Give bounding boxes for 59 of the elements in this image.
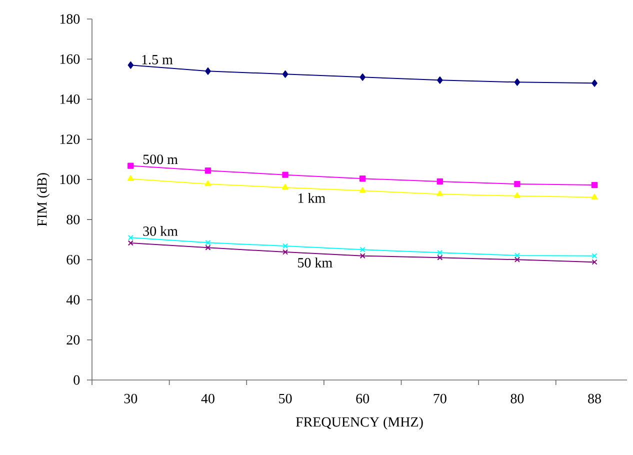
x-tick-label: 80	[510, 394, 524, 404]
point	[282, 243, 288, 249]
series-label: 1.5 m	[142, 54, 173, 64]
x-tick-label: 30	[124, 394, 138, 404]
point	[128, 61, 134, 69]
point	[360, 253, 366, 259]
y-tick-label: 60	[66, 254, 80, 264]
point	[514, 78, 520, 86]
x-tick-label: 70	[434, 394, 446, 404]
point	[591, 182, 598, 188]
y-tick-label: 160	[60, 54, 80, 64]
point	[437, 254, 443, 260]
point	[592, 253, 598, 259]
point	[282, 172, 288, 178]
point	[360, 246, 366, 252]
x-axis-title: FREQUENCY (MHZ)	[296, 416, 423, 430]
point	[437, 250, 443, 256]
series-label: 50 km	[298, 258, 332, 268]
y-tick-label: 120	[60, 134, 80, 144]
point	[591, 194, 598, 200]
y-tick-label: 100	[60, 174, 80, 184]
series-label: 500 m	[143, 154, 178, 164]
point	[127, 175, 134, 181]
series-label: 30 km	[143, 226, 178, 236]
point	[128, 234, 134, 240]
y-tick-label: 0	[74, 375, 80, 385]
y-tick-label: 20	[66, 335, 80, 345]
y-tick-label: 80	[66, 214, 80, 224]
y-tick-label: 40	[66, 295, 80, 305]
point	[514, 180, 520, 188]
point	[204, 180, 212, 186]
y-tick-label: 180	[60, 14, 80, 24]
point	[205, 67, 211, 75]
point	[282, 70, 288, 78]
point	[514, 252, 520, 258]
x-tick-label: 88	[588, 394, 601, 404]
x-tick-label: 40	[201, 394, 214, 404]
x-tick-label: 60	[356, 394, 370, 404]
point	[360, 176, 366, 182]
point	[592, 259, 598, 265]
point	[204, 168, 212, 174]
point	[360, 73, 366, 81]
point	[282, 184, 289, 190]
point	[437, 76, 443, 84]
point	[282, 249, 288, 255]
point	[436, 178, 443, 185]
point	[592, 79, 598, 87]
point	[514, 192, 520, 198]
y-axis-title: FIM (dB)	[36, 173, 50, 226]
y-tick-label: 140	[60, 94, 80, 104]
point	[436, 190, 444, 196]
x-tick-label: 50	[279, 394, 292, 404]
point	[128, 162, 134, 169]
point	[359, 186, 366, 193]
point	[514, 256, 520, 262]
series-label: 1 km	[298, 192, 326, 203]
point	[205, 240, 211, 246]
point	[205, 244, 211, 250]
point	[128, 240, 134, 246]
